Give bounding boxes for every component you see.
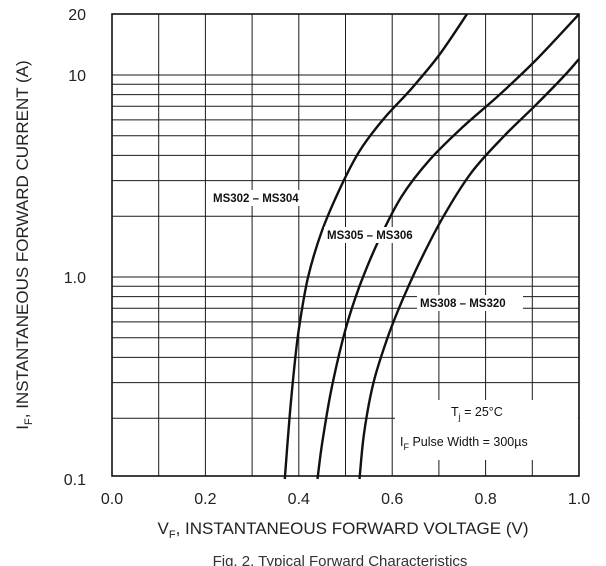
x-tick-label: 1.0	[568, 491, 590, 508]
curve-labels: MS302 – MS304 MS305 – MS306 MS308 – MS320	[210, 190, 523, 311]
x-tick-label: 0.4	[288, 491, 310, 508]
series-label-3: MS308 – MS320	[420, 298, 506, 310]
x-tick-label: 0.6	[381, 491, 403, 508]
x-tick-labels: 0.0 0.2 0.4 0.6 0.8 1.0	[101, 491, 590, 508]
curves	[283, 13, 580, 480]
figure-caption: Fig. 2, Typical Forward Characteristics	[213, 553, 468, 566]
series-line-3	[358, 58, 580, 480]
series-label-bg	[210, 190, 318, 206]
y-tick-label: 20	[68, 7, 86, 24]
y-tick-labels: 0.1 1.0 10 20	[64, 7, 86, 489]
series-line-1	[283, 13, 468, 480]
series-label-bg	[417, 295, 523, 311]
y-tick-label: 0.1	[64, 472, 86, 489]
series-label-2: MS305 – MS306	[327, 230, 413, 242]
annotation-box	[395, 400, 578, 460]
x-tick-label: 0.0	[101, 491, 123, 508]
x-tick-label: 0.8	[474, 491, 496, 508]
series-line-2	[316, 13, 580, 480]
junction-temp-note: Tj = 25°C	[451, 405, 503, 422]
grid	[112, 14, 579, 476]
x-axis-title: VF, INSTANTANEOUS FORWARD VOLTAGE (V)	[157, 519, 528, 541]
pulse-width-note: IF Pulse Width = 300µs	[400, 435, 528, 452]
series-label-bg	[324, 227, 424, 243]
y-tick-label: 1.0	[64, 270, 86, 287]
y-axis-title: IF, INSTANTANEOUS FORWARD CURRENT (A)	[13, 60, 35, 429]
series-label-1: MS302 – MS304	[213, 193, 299, 205]
plot-frame	[111, 13, 580, 477]
y-tick-label: 10	[68, 68, 86, 85]
x-tick-label: 0.2	[194, 491, 216, 508]
